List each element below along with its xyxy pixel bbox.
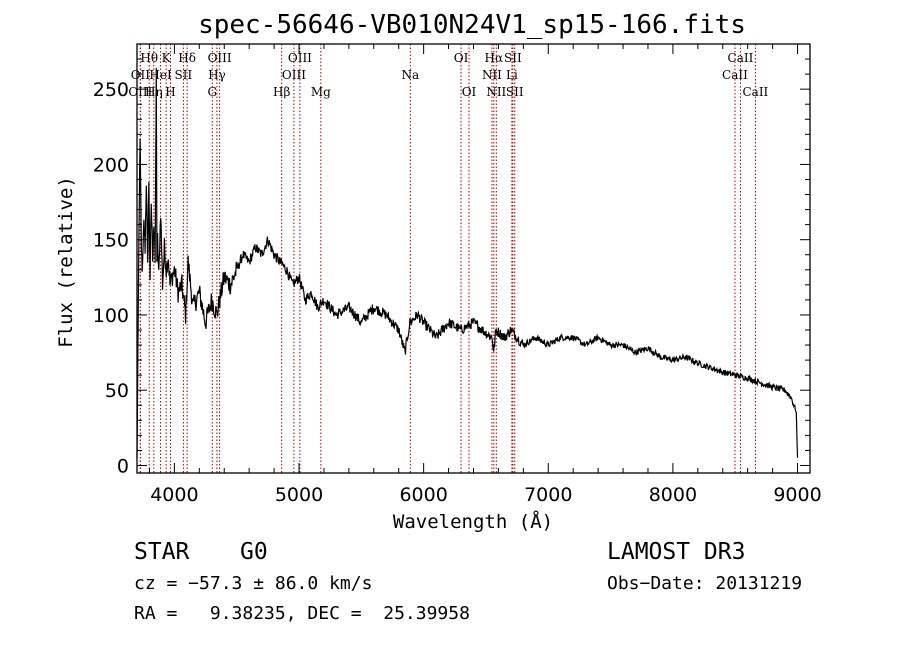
spectral-line-label: OIII [282,68,306,82]
spectral-line-label: CaII [722,68,748,82]
y-axis-label: Flux (relative) [55,176,77,348]
spectral-line-label: K [162,51,172,65]
spectral-line-label: OI [454,51,469,65]
spectral-line-label: OIII [288,51,312,65]
spectral-line-label: Hδ [178,51,196,65]
spectral-line-label: Hη [145,85,163,99]
chart-title: spec-56646-VB010N24V1_sp15-166.fits [198,10,746,40]
redshift-velocity: cz = −57.3 ± 86.0 km/s [134,573,373,594]
y-tick-label: 150 [93,230,129,252]
spectral-line-label: Hα [485,51,504,65]
spectral-line-label: SII [175,68,193,82]
spectral-line-label: Na [401,68,419,82]
ra-dec-coordinates: RA = 9.38235, DEC = 25.39958 [134,603,470,624]
x-tick-label: 8000 [649,484,697,506]
y-axis: 0 50 100 150 200 250 [93,58,810,477]
spectral-lines [139,44,756,473]
y-tick-label: 50 [105,380,129,402]
spectral-line-label: SII [506,85,524,99]
x-tick-label: 5000 [275,484,323,506]
x-tick-label: 6000 [399,484,447,506]
x-axis: 4000 5000 6000 7000 8000 9000 [148,44,822,506]
survey-name: LAMOST DR3 [607,539,746,565]
spectral-line-label: Li [506,68,518,82]
y-tick-label: 250 [93,79,129,101]
spectral-line-label: CaII [728,51,754,65]
spectral-line-label: CaII [742,85,768,99]
spectral-line-label: OIII [208,51,232,65]
object-subclass: G0 [240,539,268,565]
spectral-line-label: HeI [149,68,172,82]
observation-date: Obs−Date: 20131219 [607,573,803,594]
y-tick-label: 0 [117,455,129,477]
spectral-line-label: NII [482,68,502,82]
spectral-line-label: OI [462,85,477,99]
y-tick-label: 100 [93,305,129,327]
spectral-line-label: Hθ [140,51,158,65]
x-tick-label: 4000 [150,484,198,506]
spectral-line-label: OII [131,68,151,82]
spectral-line-label: Hγ [208,68,226,82]
spectral-line-label: SII [504,51,522,65]
plot-frame [136,43,811,474]
y-tick-label: 200 [93,154,129,176]
object-class: STAR [134,539,190,565]
spectral-line-label: NII [486,85,506,99]
spectrum-line [136,67,799,458]
spectral-line-label: OIII [128,85,152,99]
spectral-line-label: H [165,85,175,99]
x-tick-label: 9000 [773,484,821,506]
x-tick-label: 7000 [524,484,572,506]
spectral-line-label: Mg [311,85,331,99]
spectral-line-label: Hβ [273,85,290,99]
x-axis-label: Wavelength (Å) [393,510,553,533]
spectrum-chart: spec-56646-VB010N24V1_sp15-166.fits Hθ OI… [55,10,822,533]
spectral-line-label: G [207,85,217,99]
